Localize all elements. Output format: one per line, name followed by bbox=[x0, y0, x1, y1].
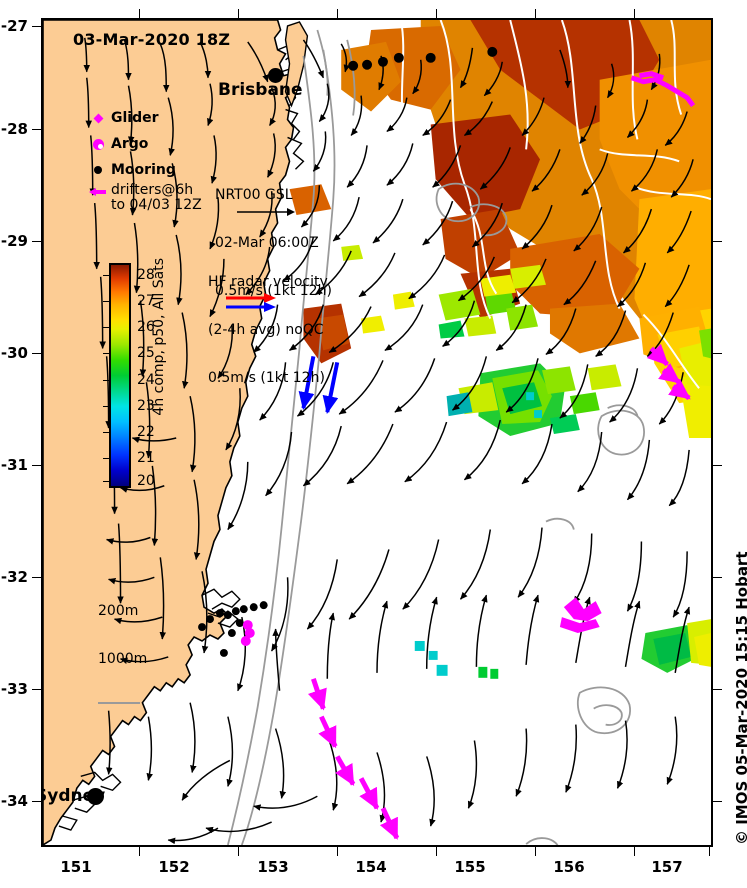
colorbar-gradient bbox=[109, 263, 131, 488]
colorbar-tick-23: 23 bbox=[137, 398, 155, 414]
x-tick bbox=[238, 847, 239, 856]
x-tick-label: 155 bbox=[454, 858, 486, 876]
colorbar-tick-21: 21 bbox=[137, 450, 155, 466]
x-tick bbox=[709, 847, 710, 856]
legend-item-mooring: Mooring bbox=[85, 157, 202, 183]
y-tick bbox=[32, 129, 41, 130]
y-tick-right bbox=[713, 241, 722, 242]
symbol-legend: Glider Argo Mooring bbox=[85, 105, 202, 217]
land-coastline-layer bbox=[43, 20, 309, 845]
x-tick bbox=[337, 847, 338, 856]
hf-radar-vector-layer bbox=[298, 355, 340, 415]
hf-radar-legend: HF radar velocity (2-4h avg) noQC 0.5m/s… bbox=[208, 242, 328, 434]
x-tick-label: 153 bbox=[257, 858, 289, 876]
bathy-label-1000m: 1000m bbox=[98, 651, 148, 667]
sst-raster-layer bbox=[162, 20, 711, 679]
hf-line-2: (2-4h avg) noQC bbox=[208, 322, 324, 338]
legend-label-drifters: drifters@6h to 04/03 12Z bbox=[111, 182, 202, 213]
x-tick bbox=[436, 847, 437, 856]
colorbar-tick-25: 25 bbox=[137, 345, 155, 361]
x-tick-label: 151 bbox=[60, 858, 92, 876]
y-tick-label: -32 bbox=[0, 568, 28, 586]
x-tick bbox=[535, 847, 536, 856]
colorbar-title: 4h comp, p50, All Sats bbox=[151, 258, 167, 416]
y-tick-right bbox=[713, 577, 722, 578]
copyright-attribution: © IMOS 05-Mar-2020 15:15 Hobart bbox=[733, 551, 747, 845]
colorbar-tick-26: 26 bbox=[137, 319, 155, 335]
y-tick-label: -30 bbox=[0, 344, 28, 362]
glider-diamond-icon bbox=[85, 113, 111, 123]
mooring-dot-icon bbox=[85, 166, 111, 174]
brisbane-city-label: Brisbane bbox=[218, 80, 303, 100]
x-tick-label: 156 bbox=[553, 858, 585, 876]
y-tick bbox=[32, 241, 41, 242]
x-tick-label: 154 bbox=[355, 858, 387, 876]
x-tick-label: 157 bbox=[651, 858, 683, 876]
nrt-line-3: 0.5m/s (1kt 12h) bbox=[215, 283, 332, 299]
y-tick bbox=[32, 353, 41, 354]
x-tick-top bbox=[139, 9, 140, 18]
y-tick-label: -29 bbox=[0, 232, 28, 250]
y-tick-label: -34 bbox=[0, 792, 28, 810]
legend-label-mooring: Mooring bbox=[111, 161, 176, 178]
x-tick-top bbox=[535, 9, 536, 18]
y-tick-right bbox=[713, 353, 722, 354]
legend-item-drifters: drifters@6h to 04/03 12Z bbox=[85, 183, 202, 217]
sydney-city-dot bbox=[87, 788, 104, 805]
colorbar-tick-22: 22 bbox=[137, 424, 155, 440]
hf-reference-arrows-icon bbox=[226, 293, 276, 312]
bathy-key-line bbox=[98, 702, 140, 704]
y-tick-label: -31 bbox=[0, 456, 28, 474]
y-tick-right bbox=[713, 465, 722, 466]
x-tick-top bbox=[436, 9, 437, 18]
nrt-line-2: 02-Mar 06:00Z bbox=[215, 235, 319, 251]
sst-colorbar: 28 27 26 25 24 23 22 21 20 bbox=[103, 263, 155, 489]
y-tick bbox=[32, 465, 41, 466]
nrt-gsl-legend: NRT00 GSL 02-Mar 06:00Z 0.5m/s (1kt 12h) bbox=[215, 155, 332, 347]
sydney-city-label: Sydney bbox=[41, 786, 106, 806]
legend-label-glider: Glider bbox=[111, 109, 159, 126]
drifter-arrow-icon bbox=[85, 183, 111, 198]
argo-circle-icon bbox=[85, 138, 111, 150]
y-tick bbox=[32, 689, 41, 690]
legend-item-argo: Argo bbox=[85, 131, 202, 157]
map-plot-area[interactable]: 03-Mar-2020 18Z Brisbane Sydney Glider A… bbox=[41, 18, 713, 847]
x-tick bbox=[634, 847, 635, 856]
y-tick-right bbox=[713, 801, 722, 802]
x-tick-top bbox=[337, 9, 338, 18]
colorbar-tick-28: 28 bbox=[137, 267, 155, 283]
hf-line-3: 0.5m/s (1kt 12h) bbox=[208, 370, 325, 386]
y-tick bbox=[32, 26, 41, 27]
x-tick-label: 152 bbox=[158, 858, 190, 876]
nrt-line-1: NRT00 GSL bbox=[215, 187, 293, 203]
x-tick-top bbox=[238, 9, 239, 18]
y-tick-right bbox=[713, 689, 722, 690]
bathy-label-200m: 200m bbox=[98, 603, 139, 619]
y-tick-label: -33 bbox=[0, 680, 28, 698]
y-tick-label: -27 bbox=[0, 17, 28, 35]
legend-label-argo: Argo bbox=[111, 135, 149, 152]
drifter-argo-mooring-layer bbox=[198, 46, 696, 840]
figure-date-label: 03-Mar-2020 18Z bbox=[73, 30, 231, 49]
y-tick bbox=[32, 801, 41, 802]
y-tick-label: -28 bbox=[0, 120, 28, 138]
x-tick bbox=[139, 847, 140, 856]
x-tick-top bbox=[634, 9, 635, 18]
brisbane-city-dot bbox=[268, 68, 283, 83]
y-tick bbox=[32, 577, 41, 578]
colorbar-tick-20: 20 bbox=[137, 473, 155, 489]
legend-item-glider: Glider bbox=[85, 105, 202, 131]
nrt-reference-arrow-icon bbox=[237, 208, 295, 216]
colorbar-tick-27: 27 bbox=[137, 293, 155, 309]
bathymetry-key: 200m 1000m bbox=[98, 571, 147, 736]
hf-line-1: HF radar velocity bbox=[208, 274, 328, 290]
colorbar-tick-24: 24 bbox=[137, 372, 155, 388]
